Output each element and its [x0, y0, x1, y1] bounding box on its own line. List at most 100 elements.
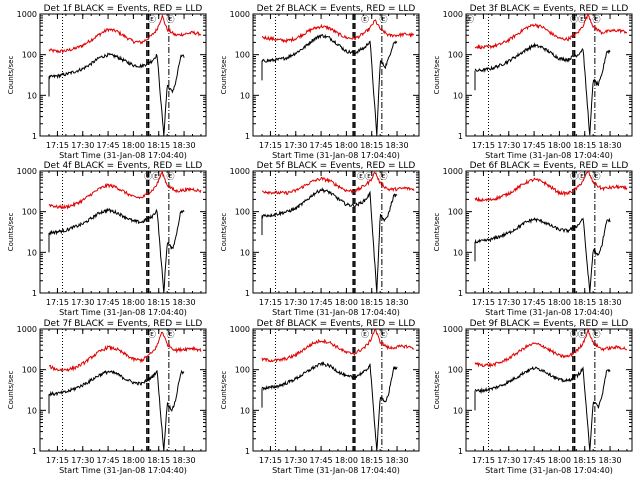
- x-tick-label: 17:15: [472, 141, 495, 150]
- x-tick-label: 18:30: [386, 298, 409, 307]
- lld-red-series: [261, 328, 415, 363]
- y-tick-label: 10: [240, 248, 250, 257]
- y-tick-label: 1000: [230, 325, 250, 334]
- lld-red-series: [261, 19, 415, 44]
- y-tick-label: 1000: [443, 325, 463, 334]
- top-event-mark: Ⓔ: [466, 15, 474, 24]
- y-tick-label: 100: [448, 208, 463, 217]
- top-event-mark: ⒺⒺ: [570, 330, 586, 339]
- top-event-mark: Ⓔ: [380, 172, 388, 181]
- panel-det-2: Det 2f BLACK = Events, RED = LLD 1 10 100 10…: [220, 4, 420, 160]
- y-tick-label: 100: [235, 208, 250, 217]
- y-tick-label: 100: [448, 366, 463, 375]
- panel-title: Det 7f BLACK = Events, RED = LLD: [44, 319, 203, 329]
- x-tick-label: 18:00: [335, 141, 358, 150]
- x-tick-label: 18:30: [386, 141, 409, 150]
- y-tick-label: 1: [458, 132, 463, 141]
- lld-red-series: [48, 331, 202, 373]
- lld-red-series: [48, 13, 202, 54]
- events-black-series: [261, 33, 398, 137]
- top-event-mark: Ⓔ: [361, 330, 369, 339]
- x-tick-label: 17:45: [97, 141, 120, 150]
- lld-red-series: [474, 328, 628, 369]
- x-tick-label: 18:30: [173, 141, 196, 150]
- x-tick-label: 18:00: [122, 141, 145, 150]
- lld-red-series: [48, 170, 202, 210]
- y-tick-label: 10: [27, 91, 37, 100]
- x-tick-label: 17:45: [523, 456, 546, 465]
- events-black-series: [48, 369, 185, 452]
- y-axis-label: Counts/sec: [7, 56, 15, 95]
- x-axis-label: Start Time (31-Jan-08 17:04:40): [272, 466, 400, 475]
- x-tick-label: 17:30: [497, 141, 520, 150]
- y-tick-label: 1: [32, 447, 37, 456]
- y-tick-label: 1: [458, 289, 463, 298]
- plot-frame: [39, 170, 207, 294]
- x-tick-label: 17:30: [71, 456, 94, 465]
- x-tick-label: 17:15: [46, 456, 69, 465]
- x-tick-label: 17:30: [71, 141, 94, 150]
- x-tick-label: 18:00: [548, 141, 571, 150]
- x-axis-label: Start Time (31-Jan-08 17:04:40): [272, 308, 400, 317]
- x-tick-label: 18:30: [173, 298, 196, 307]
- top-event-mark: Ⓔ: [361, 15, 369, 24]
- y-tick-label: 1: [458, 447, 463, 456]
- top-event-mark: Ⓔ: [593, 15, 601, 24]
- plot-frame: [252, 170, 420, 294]
- events-black-series: [474, 217, 611, 294]
- panel-title: Det 2f BLACK = Events, RED = LLD: [257, 4, 416, 14]
- y-tick-label: 1: [32, 289, 37, 298]
- y-tick-label: 10: [453, 406, 463, 415]
- panel-det-5: Det 5f BLACK = Events, RED = LLD 1 10 100 10…: [220, 161, 420, 317]
- events-black-series: [48, 207, 185, 294]
- top-event-mark: Ⓔ: [380, 15, 388, 24]
- panel-title: Det 1f BLACK = Events, RED = LLD: [44, 4, 203, 14]
- x-tick-label: 18:15: [147, 141, 170, 150]
- x-tick-label: 17:45: [523, 141, 546, 150]
- y-tick-label: 100: [22, 208, 37, 217]
- y-tick-label: 1000: [17, 325, 37, 334]
- x-tick-label: 18:15: [573, 456, 596, 465]
- y-tick-label: 1000: [17, 167, 37, 176]
- lld-red-series: [474, 170, 628, 203]
- x-tick-label: 18:15: [573, 141, 596, 150]
- top-event-mark: Ⓔ: [380, 330, 388, 339]
- plot-frame: [465, 13, 633, 137]
- x-tick-label: 18:30: [173, 456, 196, 465]
- top-event-mark: Ⓔ: [593, 330, 601, 339]
- x-tick-label: 17:15: [472, 298, 495, 307]
- x-axis-label: Start Time (31-Jan-08 17:04:40): [485, 466, 613, 475]
- x-axis-label: Start Time (31-Jan-08 17:04:40): [59, 466, 187, 475]
- y-axis-label: Counts/sec: [7, 371, 15, 410]
- x-tick-label: 18:00: [335, 298, 358, 307]
- x-tick-label: 17:45: [310, 298, 333, 307]
- x-tick-label: 17:15: [472, 456, 495, 465]
- y-tick-label: 1000: [17, 10, 37, 19]
- y-tick-label: 10: [240, 91, 250, 100]
- x-tick-label: 17:30: [497, 456, 520, 465]
- x-axis-label: Start Time (31-Jan-08 17:04:40): [485, 308, 613, 317]
- events-black-series: [261, 187, 398, 293]
- x-tick-label: 17:45: [310, 141, 333, 150]
- panel-det-9: Det 9f BLACK = Events, RED = LLD 1 10 100 10…: [433, 319, 633, 475]
- panel-title: Det 6f BLACK = Events, RED = LLD: [470, 161, 629, 171]
- x-tick-label: 17:15: [46, 298, 69, 307]
- panel-title: Det 4f BLACK = Events, RED = LLD: [44, 161, 203, 171]
- panel-title: Det 8f BLACK = Events, RED = LLD: [257, 319, 416, 329]
- x-tick-label: 18:00: [548, 298, 571, 307]
- y-tick-label: 1: [32, 132, 37, 141]
- x-tick-label: 17:45: [97, 456, 120, 465]
- x-tick-label: 17:30: [284, 298, 307, 307]
- panel-det-3: Det 3f BLACK = Events, RED = LLD 1 10 100 10…: [433, 4, 633, 160]
- y-tick-label: 100: [22, 51, 37, 60]
- x-tick-label: 18:15: [147, 298, 170, 307]
- lld-red-series: [474, 12, 628, 50]
- y-tick-label: 100: [22, 366, 37, 375]
- plot-frame: [39, 13, 207, 137]
- panel-det-6: Det 6f BLACK = Events, RED = LLD 1 10 100 10…: [433, 161, 633, 317]
- events-black-series: [48, 52, 185, 137]
- x-tick-label: 17:15: [259, 456, 282, 465]
- y-tick-label: 1000: [443, 10, 463, 19]
- y-tick-label: 10: [27, 248, 37, 257]
